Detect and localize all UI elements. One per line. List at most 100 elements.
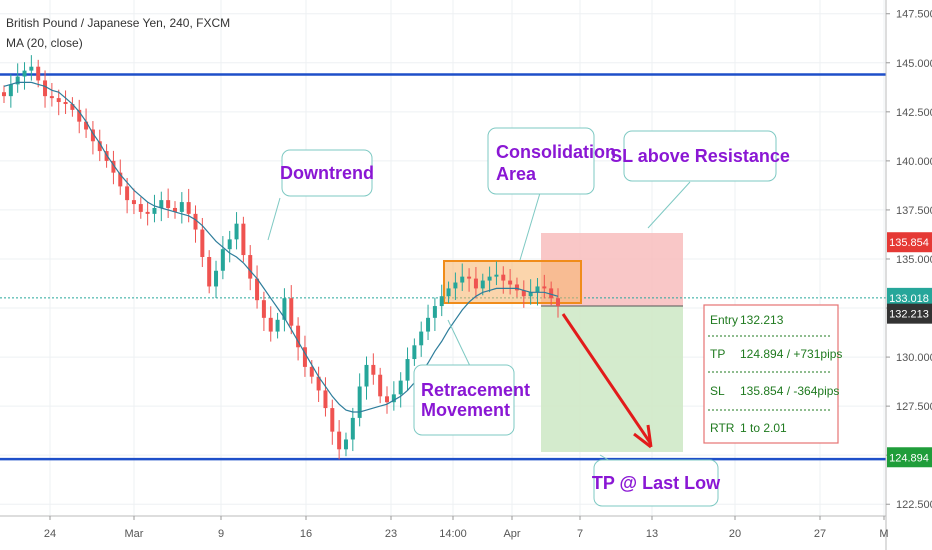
candle-body — [207, 257, 212, 287]
candle-body — [467, 276, 472, 279]
y-tick-label: 122.500 — [896, 499, 932, 511]
candle-body — [268, 317, 273, 332]
price-tag-label: 135.854 — [889, 237, 929, 249]
entry-value: 132.213 — [740, 313, 784, 327]
candle-body — [460, 276, 465, 283]
candle-body — [439, 296, 444, 307]
candle-body — [43, 80, 48, 97]
candle-body — [111, 160, 116, 173]
tp-label: TP — [710, 347, 725, 361]
candle-body — [118, 172, 123, 187]
moving-average-line — [3, 81, 559, 413]
position-panel[interactable]: Entry 132.213 TP 124.894 / +731pips SL 1… — [703, 304, 842, 444]
candle-body — [166, 200, 171, 208]
candle-body — [350, 417, 355, 440]
take-profit-zone — [541, 306, 683, 452]
candle-body — [90, 129, 95, 142]
y-tick-label: 147.500 — [896, 9, 932, 21]
candle-body — [255, 278, 260, 301]
callout-tp[interactable]: TP @ Last Low — [592, 459, 721, 507]
consolidation-pointer — [519, 192, 541, 261]
sl-pointer — [647, 181, 691, 229]
candle-body — [391, 394, 396, 403]
candle-body — [405, 359, 410, 381]
downtrend-pointer — [267, 197, 281, 241]
x-tick-label: 23 — [385, 528, 397, 540]
candle-body — [49, 96, 54, 99]
callout-downtrend-text: Downtrend — [280, 163, 374, 183]
candle-body — [521, 290, 526, 297]
price-tag-label: 133.018 — [889, 293, 929, 305]
candle-body — [446, 288, 451, 297]
candle-body — [330, 408, 335, 432]
candle-body — [302, 347, 307, 367]
x-tick-label: 7 — [577, 528, 583, 540]
price-tag: 135.854 — [887, 232, 932, 253]
x-tick-label: 16 — [300, 528, 312, 540]
target-arrow-line — [561, 313, 653, 445]
candle-body — [542, 286, 547, 289]
candle-body — [282, 298, 287, 320]
candle-body — [364, 364, 369, 387]
candle-body — [8, 84, 13, 97]
price-tags: 135.854 133.018 132.213 124.894 — [887, 232, 932, 468]
candle-body — [473, 278, 478, 289]
price-tag-label: 124.894 — [889, 452, 929, 464]
candle-body — [145, 211, 150, 214]
candle-body — [125, 186, 130, 201]
candle-body — [337, 431, 342, 450]
candle-body — [241, 223, 246, 256]
candle-body — [528, 292, 533, 297]
callout-sl[interactable]: SL above Resistance — [610, 130, 790, 182]
entry-label: Entry — [710, 313, 738, 327]
candle-body — [200, 229, 205, 258]
candle-body — [214, 270, 219, 287]
sl-label: SL — [710, 384, 725, 398]
candle-body — [29, 66, 34, 71]
consolidation-box[interactable] — [443, 260, 582, 304]
candle-body — [15, 76, 20, 85]
callout-retracement-text: Retracement Movement — [421, 380, 530, 420]
candle-body — [323, 390, 328, 409]
candle-body — [172, 207, 177, 212]
candle-body — [343, 439, 348, 450]
indicator-label: MA (20, close) — [6, 36, 83, 50]
candle-body — [289, 298, 294, 326]
candle-body — [514, 284, 519, 291]
x-tick-label: 13 — [646, 528, 658, 540]
rtr-value: 1 to 2.01 — [740, 421, 787, 435]
x-tick-label: 14:00 — [439, 528, 467, 540]
candle-body — [357, 386, 362, 418]
y-tick-label: 145.000 — [896, 58, 932, 70]
candle-body — [371, 364, 376, 375]
candle-body — [248, 255, 253, 279]
candle-body — [261, 300, 266, 318]
callout-retracement[interactable]: Retracement Movement — [413, 364, 530, 436]
candle-body — [131, 200, 136, 205]
time-axis[interactable]: 24 Mar 9 16 23 14:00 Apr 7 13 20 27 M — [44, 516, 889, 540]
x-tick-label: Apr — [503, 528, 520, 540]
candle-body — [97, 141, 102, 152]
x-tick-label: 9 — [218, 528, 224, 540]
target-arrow-head — [633, 424, 653, 449]
price-tag: 132.213 — [887, 303, 932, 324]
candle-body — [77, 109, 82, 122]
candle-body — [220, 249, 225, 271]
candle-body — [432, 306, 437, 318]
callout-consolidation[interactable]: Consolidation Area — [487, 127, 616, 195]
candle-body — [63, 102, 68, 104]
candle-body — [378, 374, 383, 397]
sl-value: 135.854 / -364pips — [740, 384, 839, 398]
candles — [2, 55, 560, 460]
x-tick-label: Mar — [125, 528, 144, 540]
candle-body — [193, 213, 198, 230]
callout-downtrend[interactable]: Downtrend — [280, 149, 374, 197]
y-tick-label: 130.000 — [896, 352, 932, 364]
y-tick-label: 140.000 — [896, 156, 932, 168]
candle-body — [549, 288, 554, 299]
callout-tp-text: TP @ Last Low — [592, 473, 721, 493]
candle-body — [453, 282, 458, 289]
tp-value: 124.894 / +731pips — [740, 347, 842, 361]
y-tick-label: 135.000 — [896, 254, 932, 266]
